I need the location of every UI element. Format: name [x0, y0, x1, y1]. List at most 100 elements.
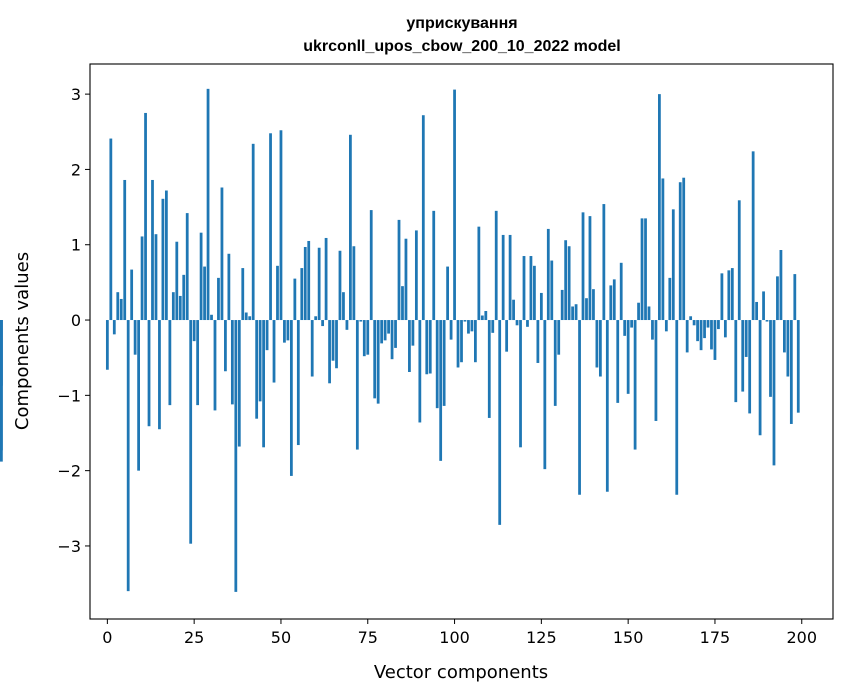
bar [321, 320, 325, 327]
bar [578, 320, 581, 495]
bar [529, 256, 533, 321]
bar [265, 320, 269, 351]
bar [335, 320, 338, 369]
bar [786, 320, 790, 377]
bar [130, 269, 134, 321]
bar [494, 210, 498, 321]
bar [796, 320, 800, 413]
bar [279, 130, 283, 321]
bar [647, 306, 651, 321]
bar [769, 320, 772, 397]
bar [317, 247, 321, 321]
bar [546, 228, 550, 321]
bar [324, 237, 328, 321]
bar [560, 289, 564, 321]
bar [251, 143, 255, 321]
bar [741, 320, 745, 392]
bar [598, 320, 602, 377]
bar [605, 320, 609, 492]
bar [637, 302, 640, 321]
bar [196, 320, 200, 406]
bar [369, 210, 373, 321]
bar [387, 320, 390, 334]
bar [151, 179, 154, 321]
bar [147, 320, 151, 427]
bar [296, 320, 300, 446]
bar [651, 320, 654, 340]
x-tick-label: 50 [271, 628, 291, 647]
bar [289, 320, 293, 476]
bar [557, 320, 561, 355]
bar [418, 320, 422, 423]
bar [696, 320, 699, 342]
bar [112, 320, 116, 335]
bar [432, 210, 436, 321]
bar [390, 320, 394, 360]
bar [105, 320, 109, 370]
bar [703, 320, 706, 339]
bar [185, 213, 189, 321]
bar [342, 292, 345, 321]
bar [192, 320, 196, 342]
bar [512, 299, 515, 321]
bar [671, 209, 675, 321]
bar [734, 320, 738, 403]
bar [619, 262, 623, 321]
bar [244, 312, 248, 321]
bar [397, 219, 401, 321]
bar [463, 320, 467, 322]
bar [484, 311, 488, 321]
bar [588, 216, 592, 321]
bar [543, 320, 547, 470]
bar [765, 320, 769, 322]
bar [498, 320, 502, 525]
bar [164, 190, 168, 321]
bar [515, 320, 519, 326]
bar [352, 246, 356, 321]
bar [706, 320, 710, 328]
bar [206, 88, 210, 321]
y-tick-label: −1 [57, 386, 81, 405]
bar [373, 320, 377, 399]
bar [376, 320, 380, 404]
bar [505, 320, 509, 352]
x-tick-label: 75 [358, 628, 378, 647]
bar [526, 320, 529, 327]
bar [474, 320, 477, 363]
bar [630, 320, 634, 328]
bar [283, 320, 286, 343]
bar [109, 138, 113, 321]
bar [168, 320, 172, 406]
bar [609, 285, 613, 321]
bar [654, 320, 658, 421]
bar [421, 115, 425, 321]
bar [723, 320, 727, 338]
bar [227, 253, 231, 321]
y-axis-label: Components values [12, 252, 33, 430]
bar [612, 279, 616, 321]
bar [640, 218, 644, 321]
bar [331, 320, 335, 361]
x-tick-label: 200 [786, 628, 817, 647]
plot-area-frame [89, 63, 834, 620]
chart-title: уприскування [406, 15, 517, 32]
bar [664, 320, 668, 332]
y-tick-label: 0 [71, 311, 81, 330]
bar [623, 320, 627, 336]
bar [668, 277, 672, 321]
bar [0, 320, 3, 386]
bar [140, 236, 144, 321]
bar [442, 320, 446, 406]
bar [408, 320, 411, 372]
bar [536, 320, 540, 363]
bar [383, 320, 387, 341]
x-axis: 0 25 50 75 100 125 150 175 200 [102, 619, 817, 647]
y-tick-label: −2 [57, 462, 81, 481]
bar [467, 320, 470, 334]
bar [411, 320, 415, 346]
bar [491, 320, 495, 333]
bar [727, 270, 731, 321]
bar [213, 320, 217, 411]
bar [401, 286, 404, 321]
